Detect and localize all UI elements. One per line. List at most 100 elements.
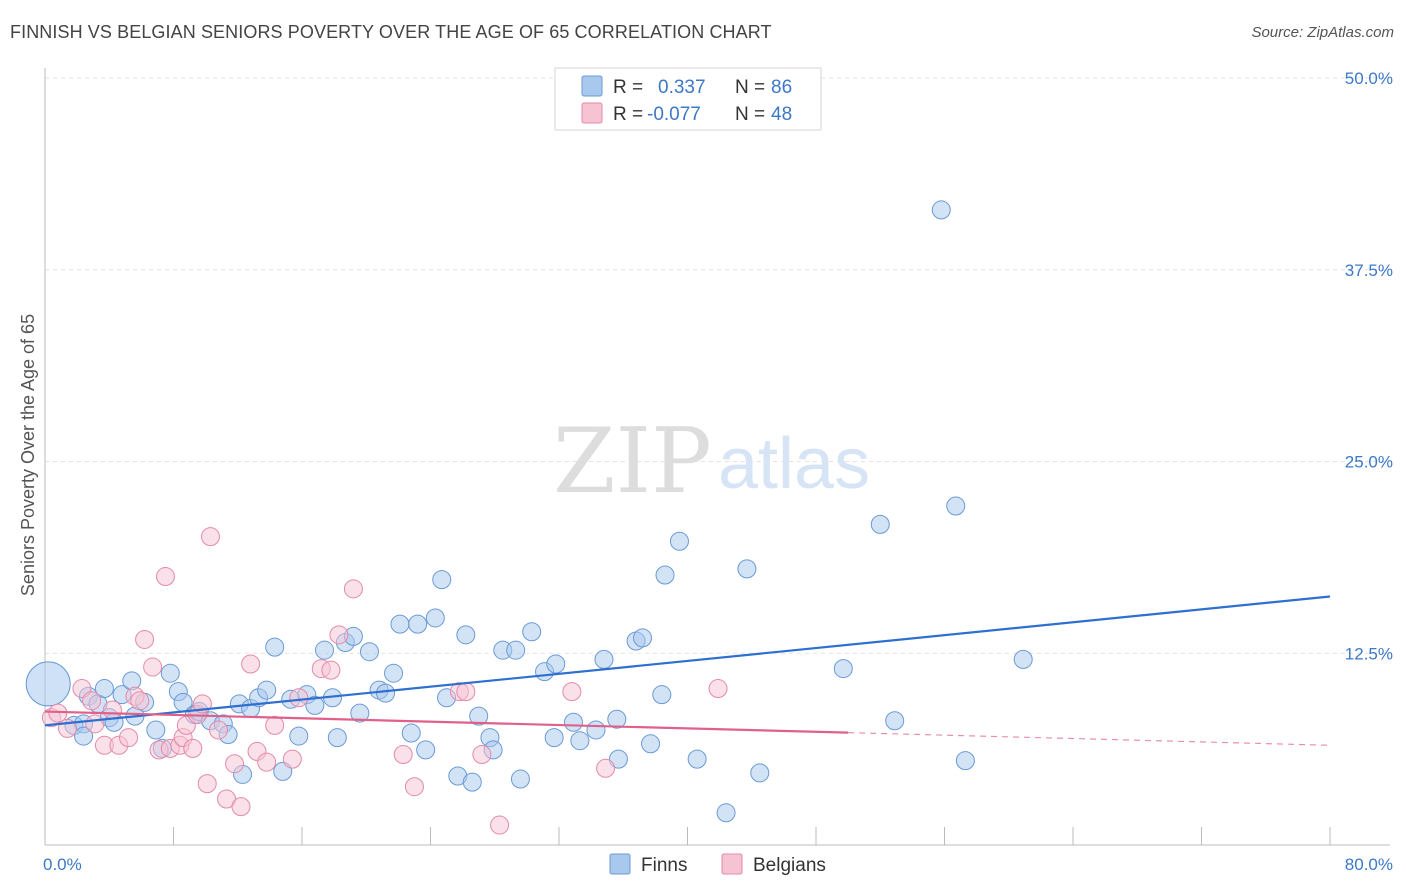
- watermark-atlas: atlas: [718, 424, 870, 504]
- legend-label-belgians: Belgians: [753, 855, 826, 876]
- legend-swatch-finns: [609, 853, 631, 875]
- legend-top: R = 0.337 N = 86 R = -0.077 N = 48: [554, 67, 822, 131]
- finns-point: [257, 680, 277, 700]
- finns-point: [607, 709, 627, 729]
- finns-point: [146, 720, 166, 740]
- y-tick-label: 12.5%: [1345, 644, 1393, 663]
- finns-point: [408, 614, 428, 634]
- finns-point: [546, 654, 566, 674]
- legend-r-label: R =: [613, 77, 643, 98]
- finns-point: [384, 663, 404, 683]
- belgians-point: [183, 738, 203, 758]
- finns-point: [416, 740, 436, 760]
- x-tick-label: 80.0%: [1345, 855, 1393, 874]
- belgians-trend-line-extension: [848, 732, 1331, 746]
- belgians-point: [343, 579, 363, 599]
- legend-label-finns: Finns: [641, 855, 687, 876]
- finns-point: [401, 723, 421, 743]
- finns-point: [716, 803, 736, 823]
- legend-n-label: N =: [735, 77, 765, 98]
- belgians-point: [119, 728, 139, 748]
- legend-r-value-belgians: -0.077: [647, 104, 701, 125]
- belgians-point: [456, 682, 476, 702]
- chart-title: FINNISH VS BELGIAN SENIORS POVERTY OVER …: [10, 22, 772, 42]
- grid-lines: [45, 77, 1392, 654]
- finns-point: [955, 751, 975, 771]
- finns-point: [94, 679, 114, 699]
- x-tick-label: 0.0%: [43, 855, 82, 874]
- y-tick-label: 50.0%: [1345, 69, 1393, 88]
- finns-point: [750, 763, 770, 783]
- finns-point: [608, 749, 628, 769]
- belgians-point: [135, 629, 155, 649]
- finns-point: [432, 570, 452, 590]
- finns-point: [506, 640, 526, 660]
- finns-point: [305, 695, 325, 715]
- belgians-point: [708, 679, 728, 699]
- finns-point: [74, 726, 94, 746]
- finns-point: [633, 628, 653, 648]
- belgians-point: [257, 752, 277, 772]
- y-axis-label: Seniors Poverty Over the Age of 65: [18, 314, 38, 596]
- belgians-point: [197, 774, 217, 794]
- finns-point: [669, 531, 689, 551]
- x-tick-labels: 0.0% 80.0%: [43, 855, 1393, 874]
- legend-r-label: R =: [613, 104, 643, 125]
- y-tick-labels: 12.5% 25.0% 37.5% 50.0%: [1345, 69, 1393, 663]
- finns-point: [265, 637, 285, 657]
- trend-lines: [44, 595, 1331, 746]
- finns-point: [641, 734, 661, 754]
- y-tick-label: 37.5%: [1345, 261, 1393, 280]
- legend-swatch-belgians: [721, 853, 743, 875]
- finns-point: [544, 728, 564, 748]
- finns-point: [327, 728, 347, 748]
- finns-point: [425, 608, 445, 628]
- y-tick-label: 25.0%: [1345, 453, 1393, 472]
- finns-point: [655, 565, 675, 585]
- finns-point: [885, 711, 905, 731]
- finns-point: [586, 720, 606, 740]
- belgians-point: [329, 625, 349, 645]
- data-points: [25, 200, 1033, 835]
- finns-point: [350, 703, 370, 723]
- belgians-point: [265, 715, 285, 735]
- source-credit: Source: ZipAtlas.com: [1251, 24, 1394, 41]
- belgians-point: [596, 758, 616, 778]
- belgians-point: [130, 691, 150, 711]
- legend-n-value-belgians: 48: [771, 104, 792, 125]
- legend-swatch-finns: [581, 75, 603, 97]
- belgians-point: [321, 660, 341, 680]
- finns-point: [563, 712, 583, 732]
- legend-bottom: Finns Belgians: [609, 853, 826, 876]
- watermark-zip: ZIP: [553, 409, 712, 514]
- belgians-point: [404, 777, 424, 797]
- legend-swatch-belgians: [581, 102, 603, 124]
- legend-n-label: N =: [735, 104, 765, 125]
- finns-point: [376, 683, 396, 703]
- belgians-point: [225, 754, 245, 774]
- finns-point: [289, 726, 309, 746]
- belgians-point: [289, 688, 309, 708]
- watermark: ZIP atlas: [553, 409, 870, 514]
- finns-point: [1013, 649, 1033, 669]
- finns-point: [570, 731, 590, 751]
- belgians-point: [155, 567, 175, 587]
- belgians-point: [282, 749, 302, 769]
- finns-point: [522, 622, 542, 642]
- finns-point: [594, 649, 614, 669]
- legend-r-value-finns: 0.337: [658, 77, 706, 98]
- finns-point: [687, 749, 707, 769]
- finns-point: [931, 200, 951, 220]
- belgians-point: [82, 691, 102, 711]
- finns-point: [25, 661, 71, 707]
- finns-point: [652, 685, 672, 705]
- finns-point: [946, 496, 966, 516]
- belgians-point: [143, 657, 163, 677]
- finns-point: [833, 659, 853, 679]
- belgians-point: [102, 700, 122, 720]
- finns-point: [122, 671, 142, 691]
- belgians-point: [472, 744, 492, 764]
- finns-point: [469, 706, 489, 726]
- finns-point: [160, 663, 180, 683]
